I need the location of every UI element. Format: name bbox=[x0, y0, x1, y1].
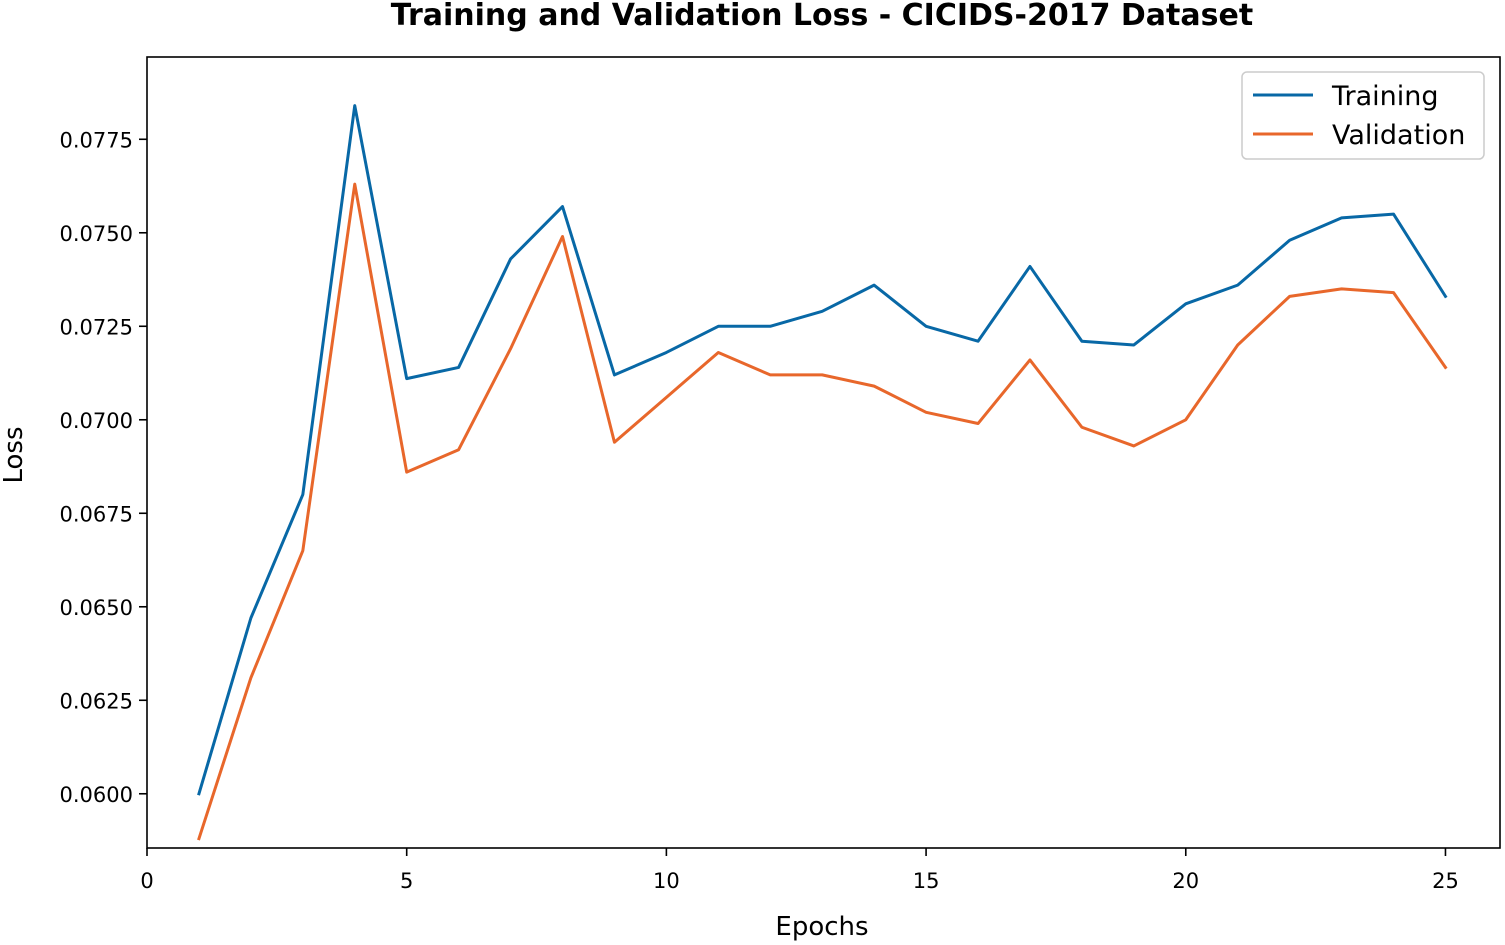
x-tick-label: 20 bbox=[1172, 869, 1199, 893]
y-tick-label: 0.0675 bbox=[60, 502, 133, 526]
y-axis: 0.0600 0.0625 0.0650 0.0675 0.0700 0.0725 0.07… bbox=[60, 128, 147, 807]
x-tick-label: 10 bbox=[653, 869, 680, 893]
chart-title: Training and Validation Loss - CICIDS-20… bbox=[391, 0, 1253, 33]
y-tick-label: 0.0650 bbox=[60, 596, 133, 620]
y-tick-label: 0.0600 bbox=[60, 783, 133, 807]
legend-label-training: Training bbox=[1331, 81, 1439, 112]
y-axis-label: Loss bbox=[0, 426, 29, 483]
plot-frame bbox=[146, 56, 1501, 849]
x-axis: 0 5 10 15 20 25 bbox=[140, 848, 1459, 893]
x-tick-label: 25 bbox=[1432, 869, 1459, 893]
x-tick-label: 5 bbox=[400, 869, 413, 893]
y-tick-label: 0.0625 bbox=[60, 689, 133, 713]
series-lines bbox=[197, 104, 1448, 841]
legend: Training Validation bbox=[1241, 71, 1485, 160]
y-tick-label: 0.0775 bbox=[60, 128, 133, 152]
y-tick-label: 0.0725 bbox=[60, 315, 133, 339]
x-axis-label: Epochs bbox=[775, 912, 868, 942]
legend-label-validation: Validation bbox=[1332, 120, 1465, 151]
y-tick-label: 0.0700 bbox=[60, 409, 133, 433]
y-tick-label: 0.0750 bbox=[60, 222, 133, 246]
series-line-training bbox=[197, 104, 1448, 796]
x-tick-label: 15 bbox=[913, 869, 940, 893]
series-line-validation bbox=[197, 182, 1448, 841]
x-tick-label: 0 bbox=[140, 869, 153, 893]
